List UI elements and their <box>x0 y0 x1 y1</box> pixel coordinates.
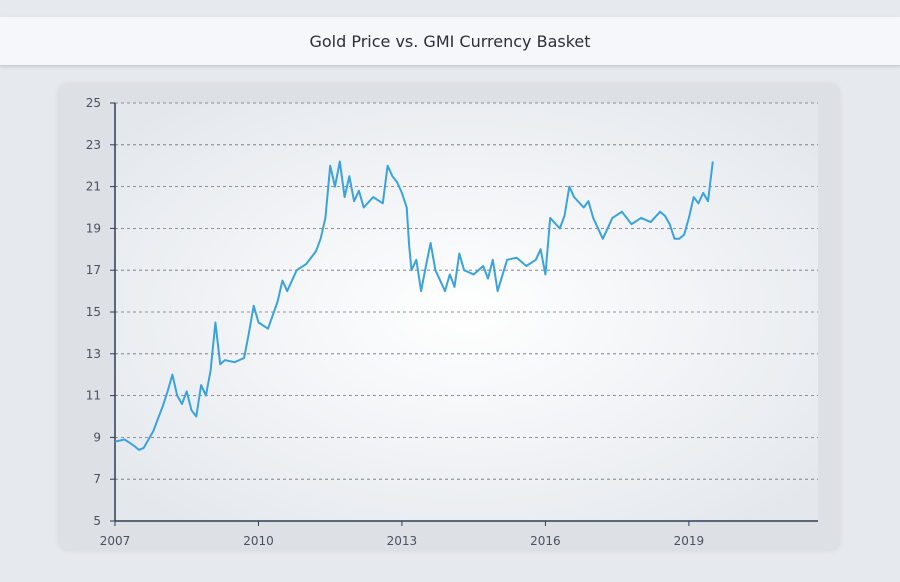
chart-title-bar: Gold Price vs. GMI Currency Basket <box>0 17 900 66</box>
y-tick-label: 23 <box>86 138 101 152</box>
y-tick-label: 17 <box>86 263 101 277</box>
y-tick-label: 15 <box>86 305 101 319</box>
y-tick-label: 11 <box>86 389 101 403</box>
chart-title: Gold Price vs. GMI Currency Basket <box>309 32 591 51</box>
x-axis-ticks: 2007 2010 2013 2016 2019 <box>100 521 704 548</box>
x-tick-label: 2007 <box>100 534 131 548</box>
x-tick-label: 2010 <box>243 534 274 548</box>
y-tick-label: 13 <box>86 347 101 361</box>
y-tick-label: 7 <box>93 472 101 486</box>
y-axis-ticks: 5 7 9 11 13 15 17 19 21 23 25 <box>86 96 115 528</box>
y-tick-label: 21 <box>86 180 101 194</box>
plot-area <box>115 103 818 521</box>
y-tick-label: 19 <box>86 221 101 235</box>
gold-price-series-line <box>114 160 714 451</box>
y-tick-label: 5 <box>93 514 101 528</box>
y-tick-label: 9 <box>93 430 101 444</box>
x-tick-label: 2016 <box>530 534 561 548</box>
x-tick-label: 2019 <box>674 534 705 548</box>
y-tick-label: 25 <box>86 96 101 110</box>
x-tick-label: 2013 <box>387 534 418 548</box>
